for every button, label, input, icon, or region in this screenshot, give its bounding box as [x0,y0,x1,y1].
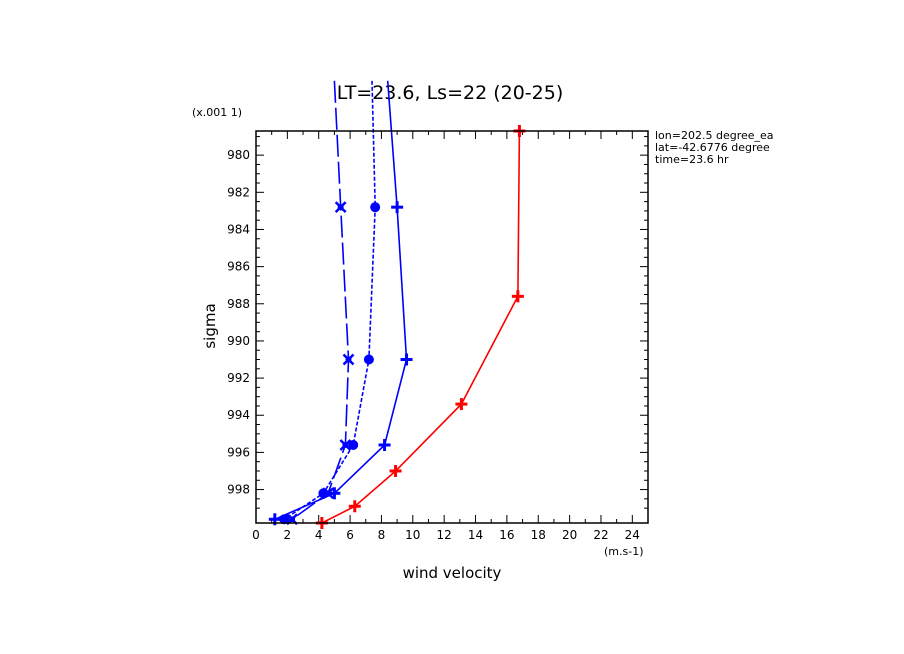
data-point [348,500,361,513]
data-point [279,514,290,525]
point-marker [334,201,347,214]
data-point [455,398,468,411]
y-tick-label: 996 [227,445,250,459]
data-point [389,464,402,477]
data-point [378,438,391,451]
x-tick-label: 12 [437,528,452,542]
x-tick-label: 8 [378,528,386,542]
x-tick-label: 4 [315,528,323,542]
marker-layer [268,125,526,529]
data-point [334,201,347,214]
y-tick-label: 994 [227,408,250,422]
x-unit-label: (m.s-1) [604,545,644,558]
annotation-line: lon=202.5 degree_ea [655,129,774,142]
series-line-1 [291,80,350,520]
y-tick-label: 998 [227,483,250,497]
point-marker [363,354,374,365]
x-tick-label: 0 [252,528,260,542]
data-point [348,439,359,450]
x-tick-label: 16 [499,528,514,542]
x-tick-label: 2 [284,528,292,542]
point-marker [279,514,290,525]
x-tick-label: 18 [531,528,546,542]
x-tick-label: 24 [625,528,640,542]
y-tick-label: 986 [227,260,250,274]
data-point [318,488,329,499]
x-tick-label: 6 [346,528,354,542]
data-point [370,202,381,213]
series-line-4 [321,130,521,523]
data-point [328,487,341,500]
data-point [400,353,413,366]
x-tick-label: 14 [468,528,483,542]
annotation-line: time=23.6 hr [655,153,729,166]
point-marker [339,439,352,451]
data-point [342,353,355,366]
y-tick-label: 980 [227,148,250,162]
series-layer [274,80,521,523]
y-tick-label: 984 [227,222,250,236]
point-marker [342,353,355,366]
y-tick-label: 990 [227,334,250,348]
y-tick-label: 992 [227,371,250,385]
x-tick-label: 10 [405,528,420,542]
x-tick-label: 20 [562,528,577,542]
y-tick-label: 988 [227,297,250,311]
data-point [391,201,404,214]
data-point [363,354,374,365]
point-marker [318,488,329,499]
data-point [339,439,352,451]
x-tick-label: 22 [593,528,608,542]
y-tick-label: 982 [227,185,250,199]
series-line-3 [274,80,408,521]
y-axis-label: sigma [201,303,219,348]
axis-ticks: 0 2 4 6 8 10 12 14 16 18 20 22 249809829849869889909… [227,131,649,542]
x-axis-label: wind velocity [403,564,502,582]
annotation-line: lat=-42.6776 degree [655,141,770,154]
series-line-2 [283,80,377,520]
point-marker [348,439,359,450]
y-unit-label: (x.001 1) [192,106,242,119]
plot-frame [255,130,649,524]
point-marker [370,202,381,213]
data-point [511,290,524,303]
chart-title: LT=23.6, Ls=22 (20-25) [337,82,564,104]
